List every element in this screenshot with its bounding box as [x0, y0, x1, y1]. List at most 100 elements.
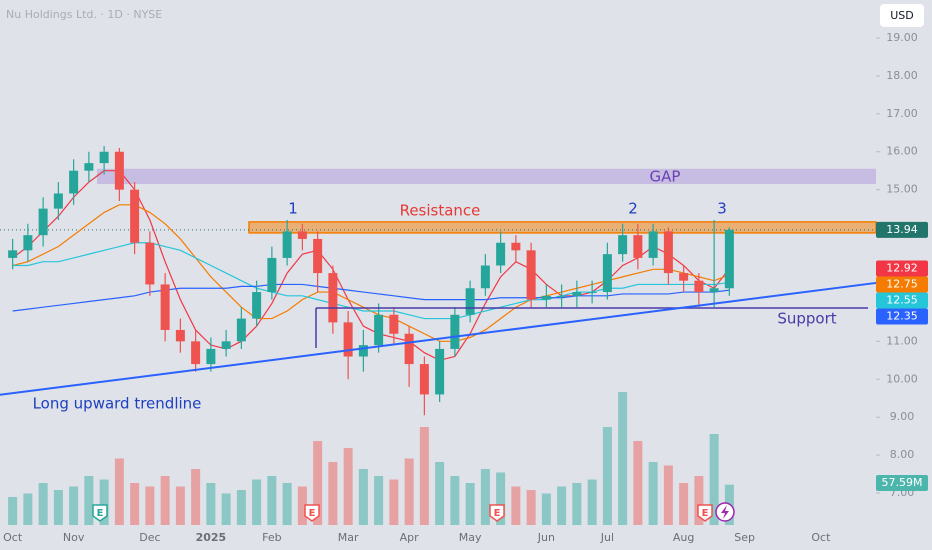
candle-body: [450, 314, 460, 349]
x-tick-label: Dec: [139, 531, 160, 544]
candle-body: [709, 288, 719, 293]
candle-body: [38, 208, 48, 236]
volume-bar: [435, 462, 445, 525]
volume-bar: [23, 493, 33, 525]
candle-body: [480, 265, 490, 289]
candle-body: [84, 163, 94, 171]
event-marker: [489, 504, 505, 522]
volume-bar: [572, 483, 582, 525]
gap-zone: [97, 168, 876, 184]
volume-bar: [389, 479, 399, 525]
candle-body: [404, 333, 414, 365]
y-tick-label: 9.00: [890, 410, 915, 423]
y-tick-label: 17.00: [886, 107, 918, 120]
volume-bar: [236, 490, 246, 525]
volume-bar: [526, 490, 536, 525]
volume-bar: [53, 490, 63, 525]
ma-tag: [876, 260, 928, 277]
volume-bar: [8, 497, 18, 525]
last-price-tag-text: 13.94: [886, 223, 918, 236]
candle-body: [541, 295, 551, 300]
currency-label[interactable]: USD: [890, 9, 914, 22]
volume-bar: [496, 472, 506, 525]
volume-bar: [221, 493, 231, 525]
candle-body: [557, 295, 567, 297]
alert-icon: [715, 502, 735, 522]
candle-body: [99, 151, 109, 164]
candle-body: [313, 238, 323, 274]
volume-bar: [114, 458, 124, 525]
event-marker: [304, 504, 320, 522]
candle-body: [191, 341, 201, 365]
volume-bar: [694, 476, 704, 525]
volume-bar: [602, 427, 612, 525]
candle-body: [511, 242, 521, 251]
event-label: E: [309, 508, 316, 519]
candle-body: [389, 314, 399, 334]
candle-body: [130, 189, 140, 243]
event-label: E: [702, 508, 709, 519]
y-tick-label: 19.00: [886, 31, 918, 44]
candle-body: [618, 235, 628, 255]
volume-bar: [206, 483, 216, 525]
ma-tag: [876, 292, 928, 309]
volume-bar: [419, 427, 429, 525]
volume-bar: [267, 476, 277, 525]
ma-tag-text: 12.75: [886, 278, 918, 291]
candle-body: [221, 341, 231, 349]
volume-bar: [663, 465, 673, 525]
volume-bar: [145, 486, 155, 525]
candle-body: [648, 231, 658, 258]
candle-body: [465, 288, 475, 315]
volume-bar: [511, 486, 521, 525]
symbol-title: Nu Holdings Ltd. · 1D · NYSE: [6, 8, 162, 21]
candle-body: [358, 345, 368, 357]
candle-body: [602, 254, 612, 293]
resistance-label: Resistance: [400, 202, 481, 220]
volume-bar: [84, 476, 94, 525]
x-tick-label: 2025: [196, 531, 227, 544]
candle-body: [252, 292, 262, 319]
candle-body: [8, 250, 18, 258]
volume-bar: [541, 493, 551, 525]
volume-bar: [191, 469, 201, 525]
volume-bar: [99, 479, 109, 525]
candle-body: [633, 235, 643, 258]
event-marker: [92, 504, 108, 522]
ma-tag-text: 12.35: [886, 310, 918, 323]
candle-body: [724, 229, 734, 289]
candle-body: [343, 322, 353, 357]
resistance-zone: [248, 221, 877, 234]
gap-label: GAP: [650, 168, 681, 186]
y-tick-label: 18.00: [886, 69, 918, 82]
moving-average: [12, 283, 730, 312]
volume-bar: [69, 486, 79, 525]
volume-bar: [175, 486, 185, 525]
ma-tag: [876, 308, 928, 325]
candle-body: [114, 151, 124, 190]
y-tick-label: 10.00: [886, 372, 918, 385]
y-tick-label: 15.00: [886, 183, 918, 196]
plot-area: 7.008.009.0010.0011.0012.0013.0014.0015.…: [0, 31, 928, 544]
ma-tag-text: 12.55: [886, 294, 918, 307]
volume-bar: [633, 441, 643, 525]
peak-label: 1: [288, 200, 298, 218]
x-tick-label: Apr: [400, 531, 420, 544]
volume-bar: [480, 469, 490, 525]
x-tick-label: Aug: [673, 531, 694, 544]
candle-body: [587, 292, 597, 294]
candle-body: [496, 242, 506, 266]
currency-button[interactable]: [880, 4, 924, 27]
candle-body: [236, 318, 246, 342]
y-tick-label: 11.00: [886, 334, 918, 347]
ma-tag-text: 12.92: [886, 262, 918, 275]
trendline-label: Long upward trendline: [33, 395, 202, 413]
candle-body: [23, 235, 33, 251]
candle-body: [328, 273, 338, 323]
volume-bar: [38, 483, 48, 525]
peak-label: 2: [628, 200, 638, 218]
candle-body: [206, 348, 216, 365]
x-tick-label: Nov: [63, 531, 85, 544]
candle-body: [297, 231, 307, 239]
volume-bar: [343, 448, 353, 525]
